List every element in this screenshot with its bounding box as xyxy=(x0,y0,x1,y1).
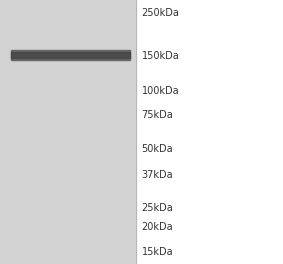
Bar xyxy=(11,50,130,60)
Bar xyxy=(11,52,130,58)
Text: 150kDa: 150kDa xyxy=(142,51,179,61)
Text: 25kDa: 25kDa xyxy=(142,203,173,213)
Text: 100kDa: 100kDa xyxy=(142,86,179,96)
Bar xyxy=(0,0,136,264)
Text: 20kDa: 20kDa xyxy=(142,222,173,232)
Text: 15kDa: 15kDa xyxy=(142,247,173,257)
Text: 50kDa: 50kDa xyxy=(142,144,173,154)
Text: 37kDa: 37kDa xyxy=(142,170,173,180)
Text: 75kDa: 75kDa xyxy=(142,110,173,120)
Text: 250kDa: 250kDa xyxy=(142,8,179,18)
